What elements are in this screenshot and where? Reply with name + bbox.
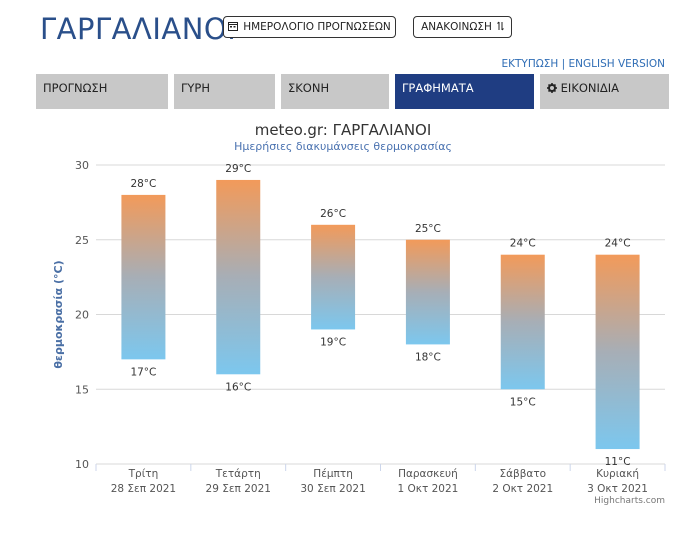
low-temp-label: 18°C	[415, 351, 441, 363]
high-temp-label: 25°C	[415, 223, 441, 235]
high-temp-label: 28°C	[130, 178, 156, 190]
chart-title: meteo.gr: ΓΑΡΓΑΛΙΑΝΟΙ	[254, 121, 432, 139]
y-tick-label: 30	[75, 159, 89, 172]
y-axis-title: θερμοκρασία (°C)	[52, 260, 65, 368]
calendar-button-label: ΗΜΕΡΟΛΟΓΙΟ ΠΡΟΓΝΩΣΕΩΝ	[243, 21, 391, 33]
low-temp-label: 17°C	[130, 366, 156, 378]
y-tick-label: 15	[75, 383, 89, 396]
x-day-label: Τρίτη	[128, 468, 159, 480]
sort-arrows-icon	[497, 21, 504, 34]
low-temp-label: 15°C	[510, 396, 536, 408]
chart-subtitle: Ημερήσιες διακυμάνσεις θερμοκρασίας	[234, 140, 452, 153]
tab-label: ΓΡΑΦΗΜΑΤΑ	[402, 81, 474, 95]
header-links: ΕΚΤΥΠΩΣΗ | ENGLISH VERSION	[502, 58, 666, 70]
y-tick-label: 25	[75, 234, 89, 247]
high-temp-label: 29°C	[225, 163, 251, 175]
low-temp-label: 11°C	[605, 456, 631, 468]
x-day-label: Κυριακή	[596, 468, 639, 480]
x-day-label: Παρασκευή	[398, 468, 458, 480]
temperature-range-bar	[311, 224, 356, 330]
page-title: ΓΑΡΓΑΛΙΑΝΟΙ	[40, 12, 237, 46]
x-date-label: 28 Σεπ 2021	[111, 483, 176, 495]
x-day-label: Σάββατο	[499, 468, 546, 480]
print-link[interactable]: ΕΚΤΥΠΩΣΗ	[501, 58, 559, 70]
tab-icons[interactable]: ΕΙΚΟΝΙΔΙΑ	[540, 74, 669, 109]
temperature-range-bar	[121, 194, 166, 360]
calendar-button[interactable]: ΗΜΕΡΟΛΟΓΙΟ ΠΡΟΓΝΩΣΕΩΝ	[223, 16, 396, 38]
x-day-label: Τετάρτη	[215, 468, 261, 480]
x-day-label: Πέμπτη	[313, 468, 353, 480]
high-temp-label: 24°C	[510, 238, 536, 250]
x-date-label: 30 Σεπ 2021	[300, 483, 365, 495]
high-temp-label: 24°C	[605, 238, 631, 250]
x-date-label: 29 Σεπ 2021	[206, 483, 271, 495]
link-separator: |	[561, 58, 566, 70]
high-temp-label: 26°C	[320, 208, 346, 220]
tab-charts[interactable]: ΓΡΑΦΗΜΑΤΑ	[395, 74, 534, 109]
tab-label: ΣΚΟΝΗ	[288, 81, 330, 95]
x-date-label: 2 Οκτ 2021	[492, 483, 553, 495]
announcement-button[interactable]: ΑΝΑΚΟΙΝΩΣΗ	[413, 16, 512, 38]
low-temp-label: 16°C	[225, 381, 251, 393]
temperature-range-bar	[595, 254, 640, 450]
calendar-icon	[228, 21, 239, 34]
tab-dust[interactable]: ΣΚΟΝΗ	[281, 74, 389, 109]
tab-label: ΕΙΚΟΝΙΔΙΑ	[560, 81, 620, 95]
english-version-link[interactable]: ENGLISH VERSION	[568, 58, 665, 70]
tab-pollen[interactable]: ΓΥΡΗ	[174, 74, 275, 109]
y-tick-label: 10	[75, 458, 89, 471]
x-date-label: 3 Οκτ 2021	[587, 483, 648, 495]
low-temp-label: 19°C	[320, 336, 346, 348]
temperature-range-bar	[500, 254, 545, 390]
y-tick-label: 20	[75, 309, 89, 322]
tab-forecast[interactable]: ΠΡΟΓΝΩΣΗ	[36, 74, 168, 109]
tab-label: ΠΡΟΓΝΩΣΗ	[43, 81, 108, 95]
temperature-range-bar	[216, 179, 261, 375]
temperature-range-bar	[405, 239, 450, 345]
gear-icon	[547, 81, 561, 95]
x-date-label: 1 Οκτ 2021	[397, 483, 458, 495]
highcharts-credit[interactable]: Highcharts.com	[594, 496, 665, 506]
announcement-button-label: ΑΝΑΚΟΙΝΩΣΗ	[421, 21, 492, 33]
tab-label: ΓΥΡΗ	[181, 81, 211, 95]
